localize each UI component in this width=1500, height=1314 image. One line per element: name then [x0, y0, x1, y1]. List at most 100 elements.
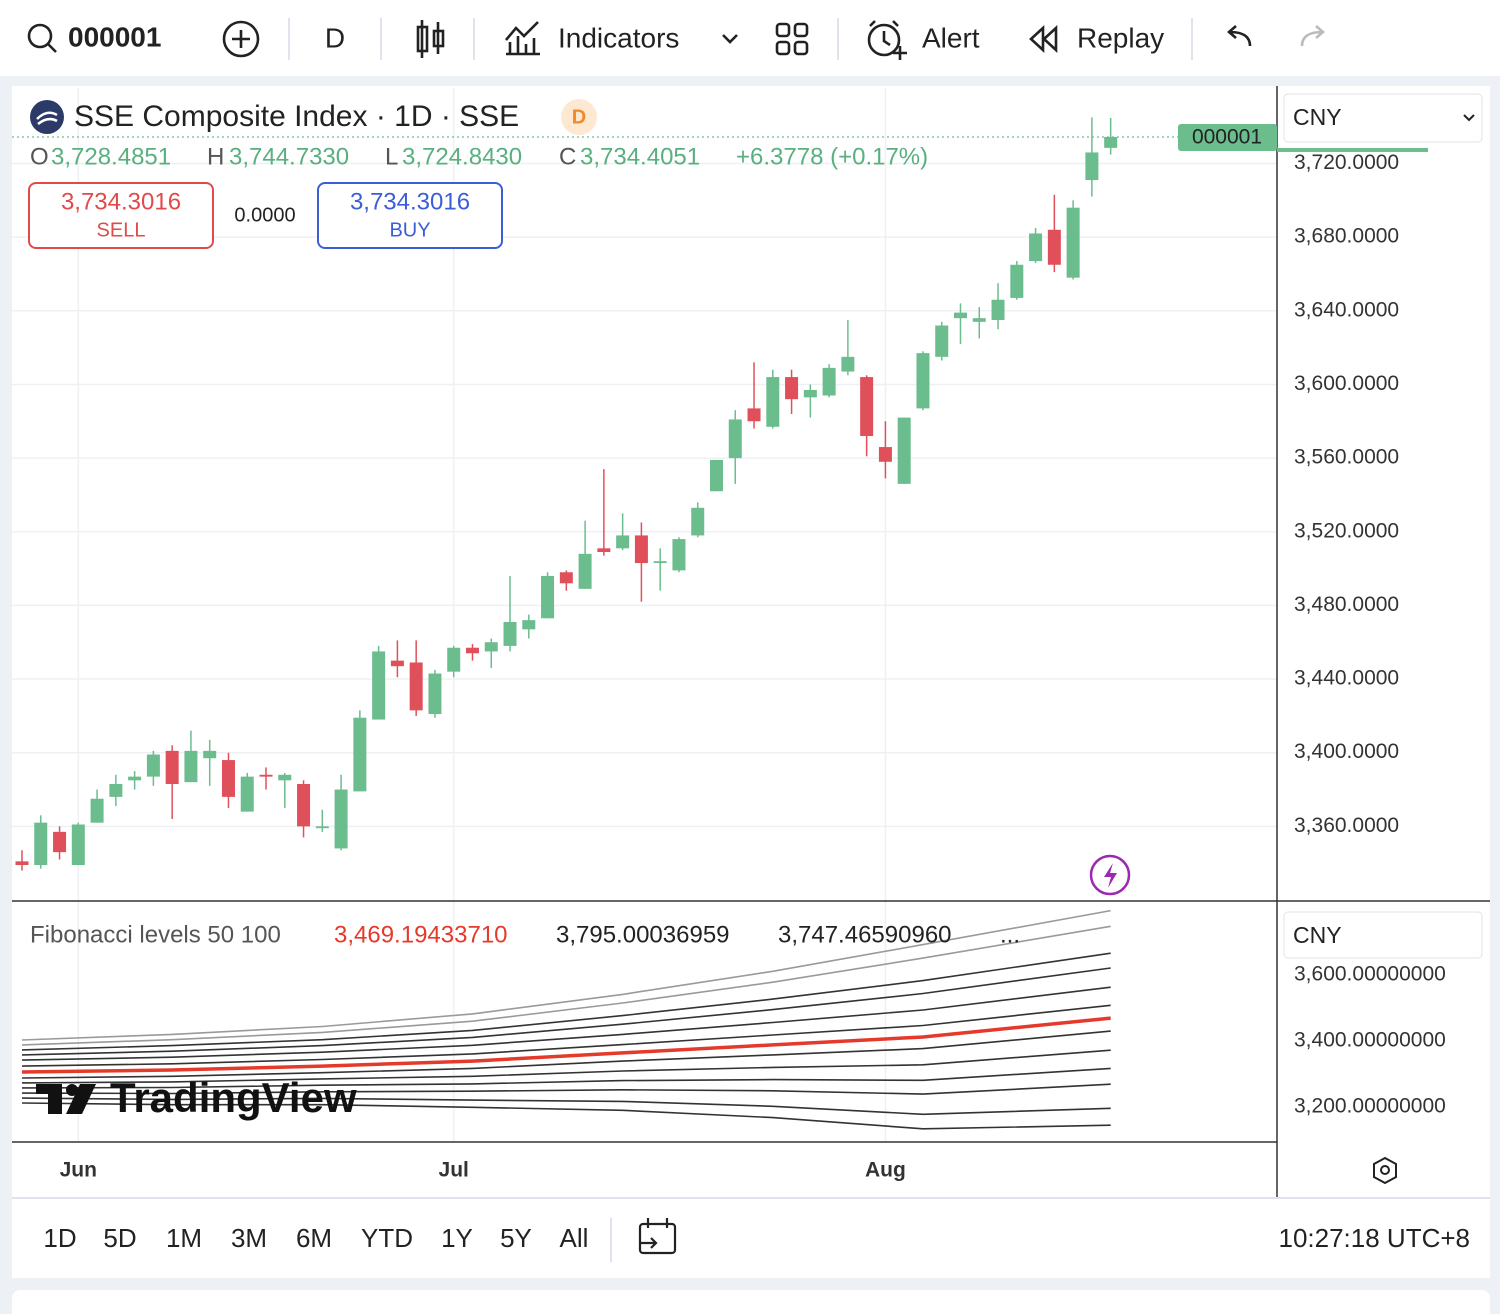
candle-body	[109, 784, 123, 797]
spread: 0.0000	[234, 204, 295, 226]
indicator-line	[21, 1102, 1111, 1130]
candle-body	[878, 447, 892, 462]
candle-body	[1104, 136, 1118, 148]
candle-body	[15, 861, 29, 866]
x-tick-label: Jun	[60, 1159, 97, 1182]
candle-body	[428, 673, 442, 715]
date-range-icon[interactable]	[638, 1218, 677, 1255]
y-tick-label: 3,720.0000	[1294, 151, 1399, 174]
watermark: TradingView	[110, 1074, 357, 1121]
clock: 10:27:18 UTC+8	[1278, 1223, 1470, 1253]
indicator-line	[21, 1004, 1111, 1067]
x-tick-label: Aug	[865, 1159, 906, 1182]
watermark-logo	[36, 1084, 96, 1114]
buy-button[interactable]	[317, 182, 503, 249]
range-button[interactable]: 5Y	[500, 1223, 532, 1253]
candle-body	[728, 419, 742, 459]
candle-body	[240, 776, 254, 812]
y-tick-label: 3,480.0000	[1294, 593, 1399, 616]
indicator-line	[21, 1030, 1111, 1079]
y-tick-label: 3,360.0000	[1294, 814, 1399, 837]
currency-box	[1283, 911, 1483, 959]
range-button[interactable]: 6M	[296, 1223, 332, 1253]
range-button[interactable]: 3M	[231, 1223, 267, 1253]
y-tick-label: 3,600.0000	[1294, 372, 1399, 395]
candle-body	[541, 575, 555, 619]
candle-body	[616, 535, 630, 549]
sell-price: 3,734.3016	[61, 188, 181, 215]
range-button[interactable]: 1M	[166, 1223, 202, 1253]
settings-icon[interactable]	[1373, 1156, 1397, 1185]
y-tick-label: 3,520.0000	[1294, 519, 1399, 542]
candle-body	[559, 572, 573, 584]
currency: CNY	[1293, 922, 1342, 948]
y-tick-label: 3,640.0000	[1294, 298, 1399, 321]
candle-body	[1085, 152, 1099, 181]
currency-chevron	[1463, 114, 1475, 122]
y-tick-label: 3,200.00000000	[1294, 1095, 1446, 1118]
indicator-line	[21, 986, 1111, 1061]
ohlc-key: O	[30, 143, 49, 170]
candle-body	[146, 754, 160, 777]
indicator-line	[21, 925, 1111, 1046]
candle-body	[203, 750, 217, 759]
indicators-button[interactable]: Indicators	[558, 22, 679, 53]
symbol-logo-mark	[36, 111, 58, 125]
range-button[interactable]: All	[560, 1223, 589, 1253]
candle-body	[334, 789, 348, 849]
symbol[interactable]: 000001	[68, 21, 161, 52]
candle-body	[822, 367, 836, 396]
alert-button[interactable]: Alert	[922, 22, 980, 53]
ohlc-value: 3,728.4851	[51, 143, 171, 170]
range-button[interactable]: 5D	[103, 1223, 136, 1253]
range-button[interactable]: YTD	[361, 1223, 413, 1253]
candle-body	[90, 798, 104, 823]
candle-body	[897, 417, 911, 484]
candle-body	[1047, 229, 1061, 265]
grid	[12, 88, 1277, 1142]
candle-body	[672, 539, 686, 571]
x-tick-label: Jul	[439, 1159, 469, 1182]
candle-body	[259, 774, 273, 777]
indicator-line	[21, 1097, 1111, 1116]
candle-body	[991, 299, 1005, 320]
interval[interactable]: D	[325, 22, 345, 53]
ohlc-value: 3,744.7330	[229, 143, 349, 170]
candle-body	[484, 642, 498, 652]
buy-price: 3,734.3016	[350, 188, 470, 215]
range-button[interactable]: 1Y	[441, 1223, 473, 1253]
candle-body	[747, 408, 761, 422]
candle-body	[278, 774, 292, 781]
candle-body	[372, 651, 386, 720]
candle-body	[860, 377, 874, 436]
price-tag	[1178, 123, 1277, 151]
indicator-line	[21, 1083, 1111, 1095]
candle-body	[71, 824, 85, 866]
lightning-bolt	[1104, 863, 1117, 888]
candle-body	[447, 647, 461, 672]
range-button[interactable]: 1D	[43, 1223, 76, 1253]
ohlc-key: H	[207, 143, 224, 170]
candle-body	[785, 377, 799, 400]
candle-body	[972, 318, 986, 322]
sell-label: SELL	[97, 219, 146, 241]
indicator-title: Fibonacci levels 50 100	[30, 921, 281, 948]
replay-button[interactable]: Replay	[1077, 22, 1164, 53]
candle-body	[353, 717, 367, 792]
candle-body	[766, 377, 780, 427]
candle-body	[597, 548, 611, 552]
candle-body	[841, 356, 855, 372]
change: +6.3778 (+0.17%)	[736, 143, 928, 170]
toolbar-icons	[27, 20, 1325, 60]
buy-label: BUY	[389, 219, 430, 241]
currency-box[interactable]	[1283, 93, 1483, 143]
candle-body	[1010, 264, 1024, 298]
ohlc-value: 3,734.4051	[580, 143, 700, 170]
indicator-line	[21, 1016, 1111, 1074]
candle-body	[578, 553, 592, 589]
y-tick-label: 3,400.00000000	[1294, 1029, 1446, 1052]
candle-body	[954, 312, 967, 319]
candle-body	[297, 784, 311, 827]
sell-button[interactable]	[28, 182, 214, 249]
